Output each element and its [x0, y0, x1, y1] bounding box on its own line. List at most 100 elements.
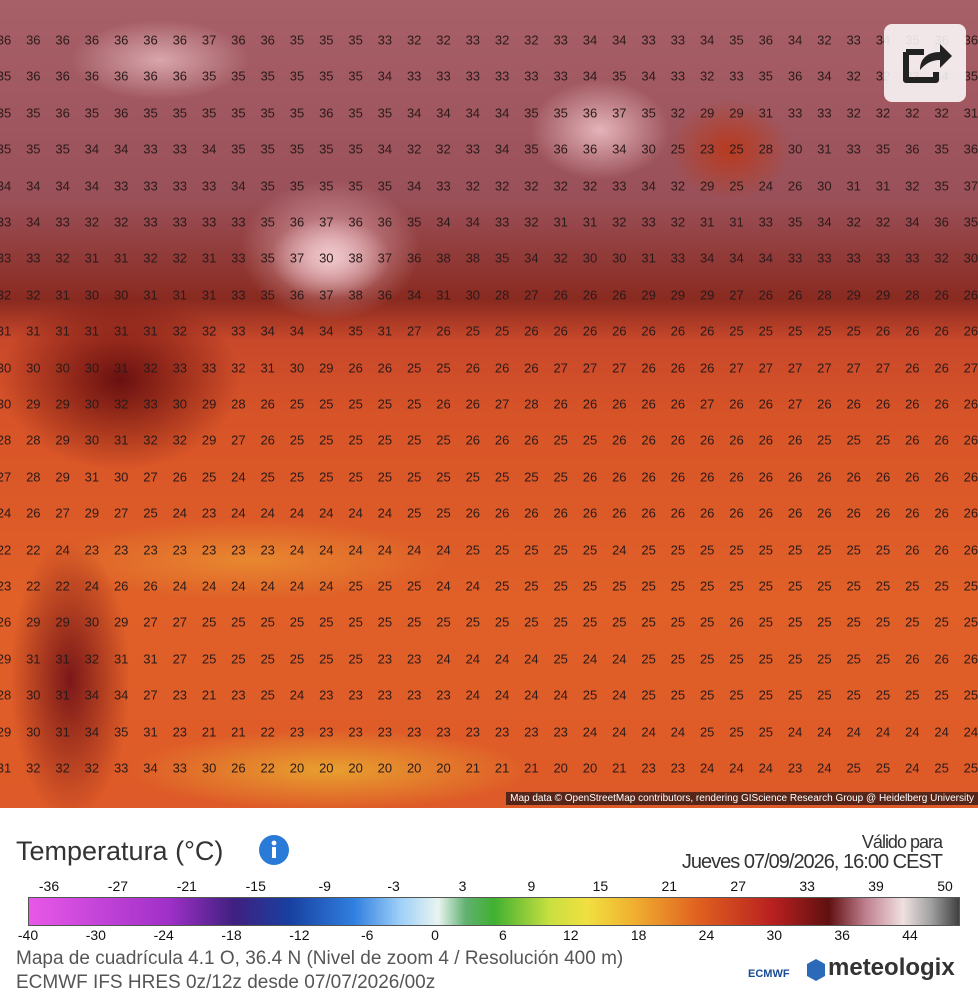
grid-value: 25: [406, 505, 422, 521]
info-icon[interactable]: [258, 834, 290, 866]
grid-value: 26: [905, 469, 920, 485]
grid-value: 25: [670, 651, 686, 667]
grid-value: 26: [699, 360, 715, 376]
grid-value: 27: [817, 360, 832, 376]
grid-value: 35: [26, 141, 41, 157]
grid-value: 33: [875, 250, 891, 266]
grid-value: 26: [553, 323, 568, 339]
grid-value: 31: [582, 214, 598, 230]
grid-value: 25: [817, 651, 832, 667]
grid-value: 24: [758, 178, 774, 194]
grid-value: 27: [0, 469, 12, 485]
grid-value: 36: [26, 68, 41, 84]
grid-value: 31: [758, 105, 774, 121]
grid-value: 25: [875, 578, 891, 594]
grid-value: 26: [524, 432, 539, 448]
grid-value: 34: [113, 141, 129, 157]
grid-value: 33: [0, 250, 12, 266]
grid-value: 32: [406, 141, 422, 157]
grid-value: 26: [670, 396, 686, 412]
grid-value: 33: [817, 250, 832, 266]
grid-value: 26: [524, 360, 539, 376]
grid-value: 25: [553, 542, 568, 558]
grid-value: 24: [231, 469, 246, 485]
grid-value: 25: [699, 578, 715, 594]
grid-value: 29: [0, 724, 12, 740]
grid-value: 34: [84, 141, 100, 157]
grid-value: 30: [319, 250, 334, 266]
grid-value: 25: [406, 614, 422, 630]
grid-value: 23: [465, 724, 481, 740]
grid-value: 23: [201, 542, 217, 558]
grid-value: 33: [377, 32, 393, 48]
legend-label: 30: [766, 927, 783, 943]
grid-value: 32: [670, 105, 686, 121]
legend-label: 27: [730, 878, 747, 894]
grid-value: 26: [465, 505, 481, 521]
grid-value: 24: [289, 578, 305, 594]
grid-value: 37: [289, 250, 305, 266]
legend-title: Temperatura (°C): [16, 836, 224, 866]
grid-value: 30: [26, 360, 41, 376]
grid-value: 23: [406, 651, 422, 667]
grid-value: 30: [55, 360, 70, 376]
grid-value: 30: [0, 396, 12, 412]
grid-value: 24: [787, 724, 803, 740]
grid-value: 26: [758, 505, 774, 521]
legend-label: -18: [221, 927, 242, 943]
grid-value: 20: [406, 760, 422, 776]
grid-value: 35: [612, 68, 627, 84]
grid-value: 26: [729, 614, 744, 630]
grid-value: 25: [817, 323, 832, 339]
map[interactable]: 36 36 36 36 36 36 36 37 36 36 35 35 35 33 32 32 33 32 32 33…: [0, 0, 978, 808]
grid-value: 26: [934, 323, 949, 339]
grid-value: 36: [934, 214, 949, 230]
grid-value: 22: [0, 542, 12, 558]
grid-value: 25: [289, 432, 305, 448]
grid-value: 25: [260, 651, 275, 667]
grid-value: 31: [143, 651, 158, 667]
grid-value: 26: [875, 469, 891, 485]
share-button[interactable]: [884, 24, 966, 102]
grid-value: 21: [231, 724, 246, 740]
grid-value: 32: [524, 32, 539, 48]
grid-value: 29: [55, 469, 70, 485]
grid-value: 26: [113, 578, 129, 594]
grid-value: 25: [377, 396, 393, 412]
grid-value: 35: [319, 141, 334, 157]
grid-value: 36: [553, 141, 568, 157]
grid-value: 27: [846, 360, 861, 376]
grid-value: 24: [817, 724, 832, 740]
grid-value: 26: [934, 287, 949, 303]
grid-value: 23: [377, 651, 393, 667]
grid-value: 25: [670, 687, 686, 703]
valid-time: Jueves 07/09/2026, 16:00 CEST: [681, 851, 943, 873]
grid-value: 25: [641, 651, 656, 667]
grid-value: 26: [905, 360, 920, 376]
grid-value: 26: [699, 469, 715, 485]
grid-value: 33: [846, 141, 861, 157]
grid-value: 27: [143, 469, 158, 485]
grid-value: 27: [143, 687, 158, 703]
grid-value: 32: [494, 32, 510, 48]
grid-value: 24: [524, 651, 539, 667]
grid-value: 32: [553, 178, 568, 194]
grid-value: 26: [963, 505, 978, 521]
grid-value: 32: [934, 105, 949, 121]
grid-value: 34: [113, 687, 129, 703]
grid-value: 37: [201, 32, 217, 48]
grid-value: 35: [231, 105, 246, 121]
grid-value: 28: [0, 687, 12, 703]
grid-value: 25: [875, 687, 891, 703]
grid-value: 33: [436, 68, 451, 84]
grid-value: 25: [494, 469, 510, 485]
grid-value: 25: [348, 469, 363, 485]
grid-value: 26: [758, 469, 774, 485]
legend-label: 0: [431, 927, 439, 943]
grid-value: 28: [494, 287, 510, 303]
grid-value: 31: [172, 287, 188, 303]
grid-value: 24: [875, 724, 891, 740]
grid-value: 30: [289, 360, 305, 376]
grid-value: 20: [348, 760, 363, 776]
grid-value: 25: [787, 578, 803, 594]
